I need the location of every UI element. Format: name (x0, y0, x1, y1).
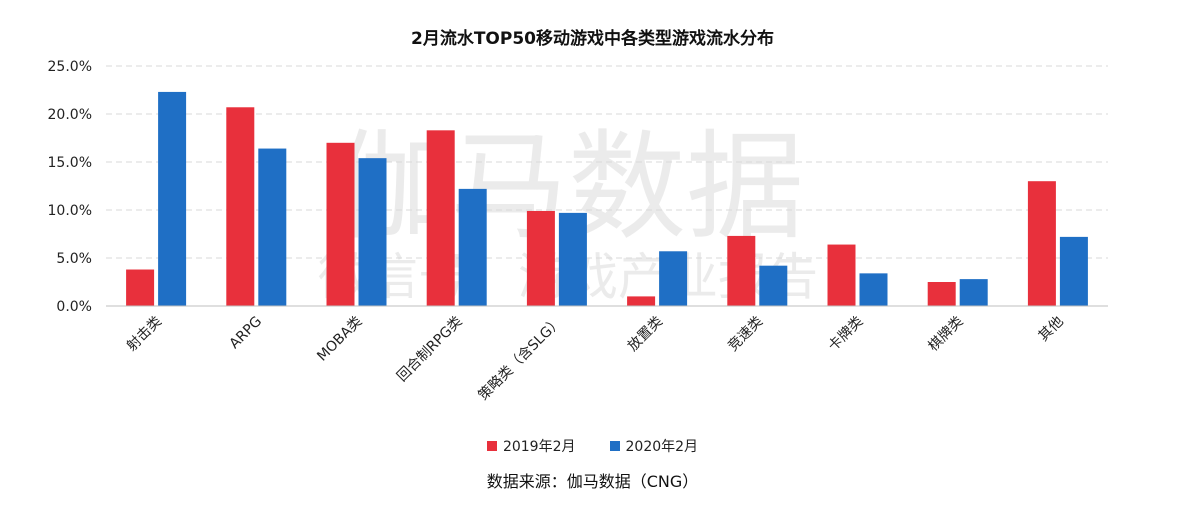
legend-label-2020: 2020年2月 (625, 439, 699, 455)
x-tick-label: 策略类（含SLG） (475, 313, 566, 404)
y-tick-label: 15.0% (48, 155, 92, 171)
x-tick-label: ARPG (227, 314, 266, 353)
bar-2019 (526, 210, 555, 306)
x-tick-label: 棋牌类 (925, 313, 967, 355)
x-tick-label: 回合制RPG类 (394, 314, 465, 385)
bar-2019 (827, 244, 856, 306)
chart-title: 2月流水TOP50移动游戏中各类型游戏流水分布 (411, 29, 774, 49)
bar-2020 (1059, 236, 1088, 306)
x-axis-labels: 射击类 ARPG MOBA类 回合制RPG类 策略类（含SLG） 放置类 竞速类 卡牌类 棋牌类… (124, 313, 1067, 404)
legend-swatch-2020 (609, 441, 620, 451)
bar-2019 (326, 142, 355, 306)
bar-2019 (727, 235, 756, 306)
bar-2020 (158, 91, 187, 306)
bar-2019 (927, 282, 956, 306)
x-tick-label: MOBA类 (314, 314, 365, 365)
y-axis-ticks: 0.0% 5.0% 10.0% 15.0% 20.0% 25.0% (48, 59, 92, 315)
x-tick-label: 竞速类 (724, 313, 766, 355)
y-tick-label: 10.0% (48, 203, 92, 219)
y-tick-label: 5.0% (56, 251, 92, 267)
bar-2020 (959, 279, 988, 306)
x-tick-label: 卡牌类 (825, 313, 867, 355)
bar-2020 (458, 188, 487, 306)
legend: 2019年2月 2020年2月 (0, 436, 1185, 456)
bar-2020 (558, 212, 587, 306)
x-tick-label: 其他 (1036, 314, 1067, 345)
bar-2019 (126, 269, 155, 306)
x-tick-label: 射击类 (124, 314, 165, 355)
bar-2020 (859, 273, 888, 306)
y-tick-label: 20.0% (48, 107, 92, 123)
gridlines (106, 65, 1108, 259)
source-note: 数据来源：伽马数据（CNG） (486, 472, 699, 491)
bar-2020 (358, 158, 387, 306)
y-tick-label: 0.0% (56, 299, 92, 315)
legend-label-2019: 2019年2月 (502, 439, 576, 455)
legend-swatch-2019 (486, 441, 497, 451)
x-tick-label: 放置类 (625, 314, 666, 355)
bar-2019 (426, 130, 455, 306)
bar-2019 (226, 107, 255, 306)
bars (126, 91, 1088, 306)
bar-2020 (258, 148, 287, 306)
legend-item-2020: 2020年2月 (609, 436, 699, 456)
bar-chart: 伽马数据 微信号：游戏产业报告 0.0%5.0%10.0%15.0%20.0%2… (48, 59, 1108, 404)
bar-2020 (759, 265, 788, 306)
bar-2019 (1027, 181, 1056, 306)
y-tick-label: 25.0% (48, 59, 92, 75)
bar-2020 (659, 251, 688, 306)
bar-2019 (627, 296, 656, 306)
legend-item-2019: 2019年2月 (486, 436, 576, 456)
